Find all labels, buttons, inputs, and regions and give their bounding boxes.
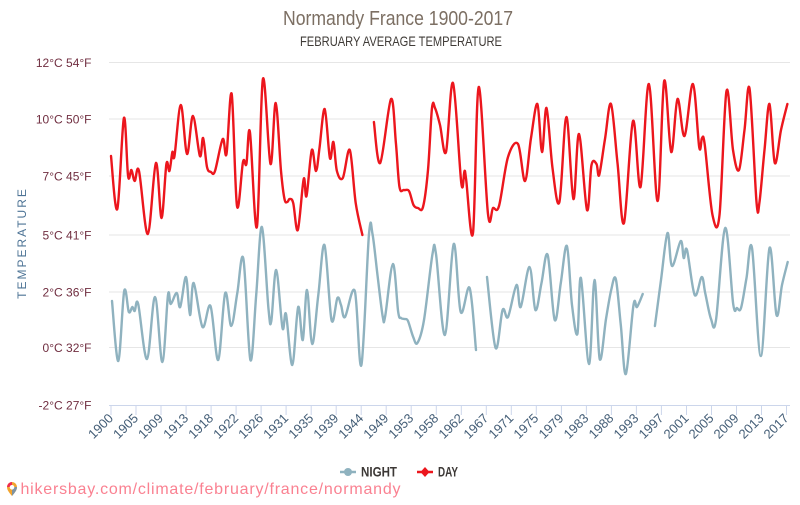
svg-text:0°C 32°F: 0°C 32°F — [43, 341, 92, 355]
svg-text:2°C 36°F: 2°C 36°F — [43, 285, 92, 299]
svg-text:NIGHT: NIGHT — [361, 465, 398, 480]
svg-text:10°C 50°F: 10°C 50°F — [36, 112, 92, 126]
svg-text:hikersbay.com/climate/february: hikersbay.com/climate/february/france/no… — [21, 481, 401, 498]
svg-text:12°C 54°F: 12°C 54°F — [36, 56, 92, 70]
svg-text:Normandy France 1900-2017: Normandy France 1900-2017 — [283, 8, 513, 30]
svg-text:-2°C 27°F: -2°C 27°F — [39, 398, 92, 412]
svg-text:DAY: DAY — [438, 465, 458, 480]
svg-text:5°C 41°F: 5°C 41°F — [43, 228, 92, 242]
svg-text:7°C 45°F: 7°C 45°F — [43, 169, 92, 183]
svg-text:TEMPERATURE: TEMPERATURE — [15, 187, 29, 299]
svg-text:FEBRUARY AVERAGE TEMPERATURE: FEBRUARY AVERAGE TEMPERATURE — [300, 33, 502, 49]
